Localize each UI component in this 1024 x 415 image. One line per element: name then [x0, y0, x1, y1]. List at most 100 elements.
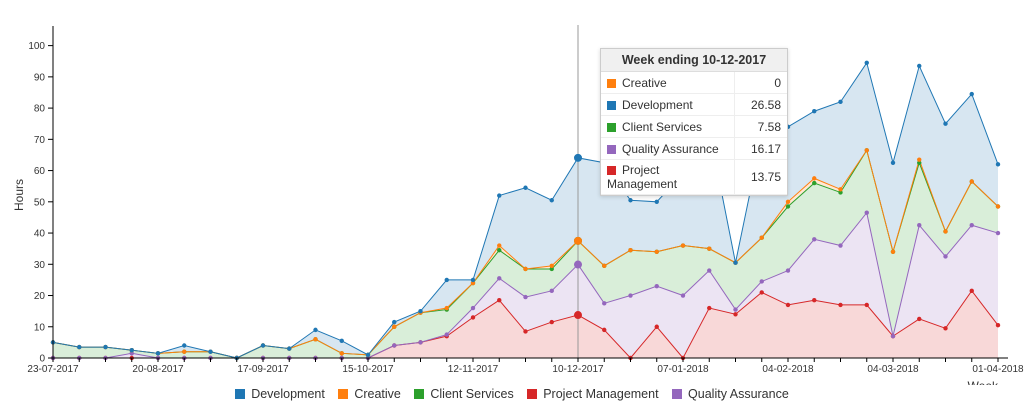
point-project-management[interactable] — [470, 315, 476, 320]
point-quality-assurance[interactable] — [838, 243, 843, 248]
point-development[interactable] — [838, 99, 843, 105]
legend-item-project-management[interactable]: Project Management — [527, 387, 659, 401]
point-client-services[interactable] — [549, 266, 554, 272]
point-quality-assurance[interactable] — [707, 268, 712, 273]
point-development[interactable] — [260, 343, 266, 348]
point-quality-assurance[interactable] — [812, 237, 817, 242]
point-quality-assurance[interactable] — [680, 293, 686, 298]
point-quality-assurance[interactable] — [574, 260, 582, 269]
legend-item-development[interactable]: Development — [235, 387, 325, 401]
point-client-services[interactable] — [838, 190, 843, 195]
point-quality-assurance[interactable] — [497, 276, 502, 281]
point-development[interactable] — [129, 347, 134, 353]
point-project-management[interactable] — [759, 290, 764, 295]
point-creative[interactable] — [313, 337, 318, 342]
point-quality-assurance[interactable] — [418, 340, 423, 345]
point-creative[interactable] — [523, 266, 528, 272]
point-quality-assurance[interactable] — [392, 343, 397, 348]
point-creative[interactable] — [339, 351, 344, 356]
point-quality-assurance[interactable] — [969, 223, 974, 228]
point-creative[interactable] — [444, 305, 449, 311]
point-creative[interactable] — [549, 263, 554, 269]
point-client-services[interactable] — [785, 204, 791, 209]
point-creative[interactable] — [995, 204, 1001, 209]
stacked-area-chart[interactable]: 0 10 20 30 40 50 60 70 80 90 100 23-07-2017 20-08-20… — [0, 0, 1024, 385]
point-creative[interactable] — [707, 246, 712, 251]
point-project-management[interactable] — [943, 326, 948, 331]
point-development[interactable] — [444, 277, 449, 283]
point-development[interactable] — [77, 344, 82, 350]
point-creative[interactable] — [654, 249, 659, 254]
point-project-management[interactable] — [733, 312, 738, 317]
point-project-management[interactable] — [812, 298, 817, 303]
point-creative[interactable] — [602, 263, 607, 269]
point-development[interactable] — [890, 160, 896, 165]
point-client-services[interactable] — [917, 160, 922, 165]
point-project-management[interactable] — [497, 298, 502, 303]
point-project-management[interactable] — [785, 302, 791, 308]
point-development[interactable] — [812, 109, 817, 114]
point-quality-assurance[interactable] — [733, 307, 738, 312]
point-client-services[interactable] — [497, 248, 502, 253]
point-development[interactable] — [418, 308, 423, 314]
point-creative[interactable] — [392, 324, 397, 329]
legend-item-creative[interactable]: Creative — [338, 387, 401, 401]
point-project-management[interactable] — [864, 302, 869, 308]
legend-item-quality-assurance[interactable]: Quality Assurance — [672, 387, 789, 401]
point-project-management[interactable] — [654, 324, 659, 329]
point-creative[interactable] — [628, 248, 633, 253]
point-quality-assurance[interactable] — [549, 288, 554, 294]
point-project-management[interactable] — [574, 311, 582, 320]
point-creative[interactable] — [470, 280, 476, 286]
point-creative[interactable] — [759, 235, 764, 240]
point-project-management[interactable] — [969, 288, 974, 294]
point-development[interactable] — [574, 153, 582, 162]
point-creative[interactable] — [812, 176, 817, 181]
point-creative[interactable] — [917, 157, 922, 162]
point-project-management[interactable] — [549, 319, 554, 325]
point-quality-assurance[interactable] — [995, 230, 1001, 236]
point-development[interactable] — [733, 260, 738, 265]
point-development[interactable] — [864, 60, 869, 65]
point-development[interactable] — [497, 193, 502, 198]
point-creative[interactable] — [182, 349, 187, 354]
point-quality-assurance[interactable] — [943, 254, 948, 259]
point-creative[interactable] — [574, 236, 582, 245]
point-quality-assurance[interactable] — [864, 210, 869, 215]
point-development[interactable] — [339, 338, 344, 344]
point-quality-assurance[interactable] — [917, 223, 922, 228]
point-quality-assurance[interactable] — [759, 279, 764, 284]
point-development[interactable] — [549, 198, 554, 203]
point-development[interactable] — [470, 277, 476, 283]
point-development[interactable] — [365, 352, 371, 358]
point-project-management[interactable] — [602, 327, 607, 333]
point-client-services[interactable] — [812, 180, 817, 186]
point-quality-assurance[interactable] — [785, 268, 791, 273]
point-development[interactable] — [392, 319, 397, 325]
point-development[interactable] — [103, 344, 108, 350]
point-development[interactable] — [917, 63, 922, 69]
point-development[interactable] — [995, 162, 1001, 167]
point-creative[interactable] — [785, 199, 791, 205]
point-quality-assurance[interactable] — [129, 351, 134, 356]
point-development[interactable] — [155, 351, 161, 356]
point-development[interactable] — [287, 346, 292, 351]
point-quality-assurance[interactable] — [602, 301, 607, 306]
point-quality-assurance[interactable] — [470, 305, 476, 311]
point-development[interactable] — [208, 349, 213, 354]
point-quality-assurance[interactable] — [890, 333, 896, 339]
point-creative[interactable] — [838, 187, 843, 192]
point-development[interactable] — [943, 121, 948, 126]
point-development[interactable] — [182, 343, 187, 348]
point-creative[interactable] — [680, 243, 686, 248]
point-development[interactable] — [628, 198, 633, 203]
point-development[interactable] — [654, 199, 659, 205]
point-project-management[interactable] — [995, 323, 1001, 328]
legend-item-client-services[interactable]: Client Services — [414, 387, 514, 401]
point-development[interactable] — [313, 327, 318, 333]
point-project-management[interactable] — [523, 329, 528, 334]
point-development[interactable] — [969, 91, 974, 97]
point-project-management[interactable] — [707, 305, 712, 311]
point-project-management[interactable] — [838, 302, 843, 308]
point-creative[interactable] — [969, 179, 974, 184]
